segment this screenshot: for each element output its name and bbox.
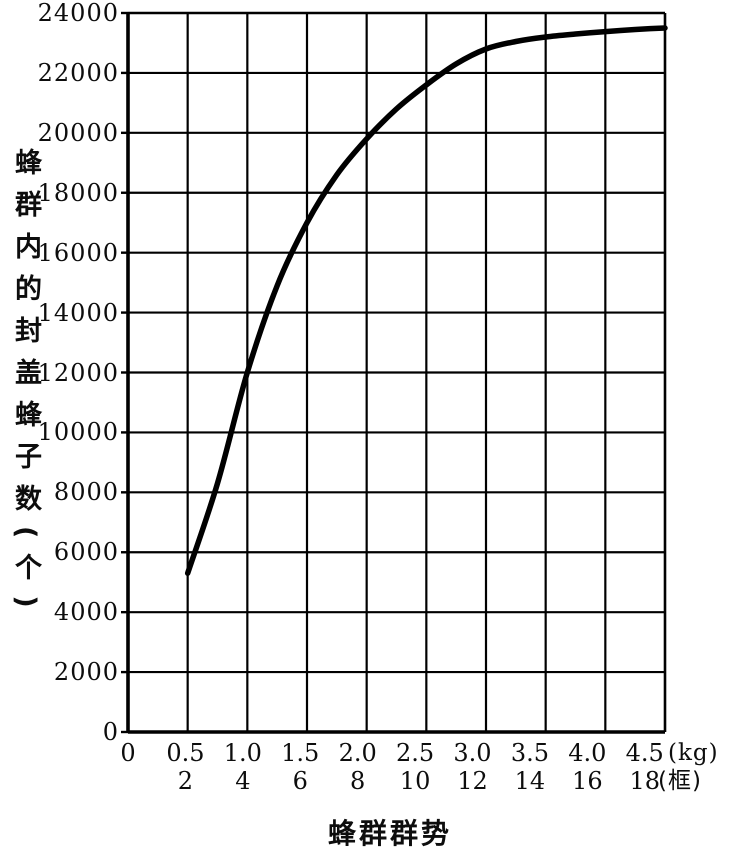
x-tick-label-kg: 1.0 — [223, 739, 262, 767]
y-tick-label: 14000 — [37, 298, 119, 327]
x-tick-label-frames: 12 — [457, 767, 488, 795]
x-axis-title: 蜂群群势 — [327, 817, 452, 850]
y-tick-label: 22000 — [37, 58, 119, 87]
x-tick-label-kg: 3.0 — [453, 739, 492, 767]
x-tick-label-frames: 10 — [399, 767, 431, 795]
y-tick-label: 8000 — [53, 478, 119, 507]
x-axis-unit-frames: (框) — [658, 768, 702, 794]
y-tick-label: 18000 — [37, 178, 119, 207]
y-tick-label: 6000 — [53, 538, 119, 567]
y-tick-label: 4000 — [53, 598, 119, 627]
x-tick-label-kg: 3.5 — [510, 739, 549, 767]
x-tick-label-kg: 2.5 — [395, 739, 435, 767]
y-tick-label: 24000 — [37, 0, 119, 27]
x-tick-label-frames: 14 — [514, 767, 546, 795]
y-tick-label: 12000 — [37, 358, 119, 387]
y-tick-label: 20000 — [37, 118, 119, 147]
y-axis-title: 蜂群内的封盖蜂子数(个) — [10, 148, 41, 623]
x-tick-label-frames: 8 — [350, 767, 366, 795]
data-curve — [184, 25, 668, 576]
y-tick-label: 0 — [102, 718, 119, 746]
x-tick-label-kg: 0 — [120, 739, 136, 767]
x-tick-label-frames: 16 — [572, 767, 603, 795]
x-tick-label-frames: 2 — [177, 767, 194, 795]
x-tick-label-frames: 18 — [629, 767, 661, 795]
y-tick-label: 10000 — [37, 418, 119, 447]
x-tick-label-kg: 4.5 — [625, 739, 664, 767]
x-tick-label-kg: 0.5 — [166, 739, 205, 767]
y-tick-label: 2000 — [53, 658, 119, 687]
x-tick-label-frames: 4 — [235, 767, 251, 795]
x-axis-unit-kg: (kg) — [668, 740, 719, 766]
x-tick-label-kg: 4.0 — [568, 739, 607, 767]
y-tick-label: 16000 — [37, 238, 119, 267]
x-tick-label-kg: 1.5 — [281, 739, 320, 767]
x-tick-label-kg: 2.0 — [338, 739, 377, 767]
x-tick-label-frames: 6 — [292, 767, 308, 795]
